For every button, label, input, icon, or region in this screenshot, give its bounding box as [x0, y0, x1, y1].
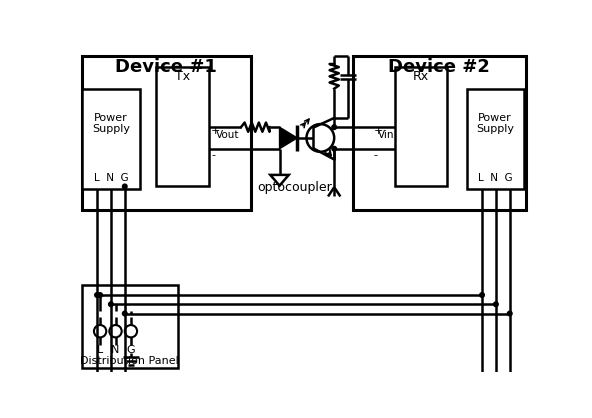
Text: Device #2: Device #2 [388, 58, 490, 76]
Circle shape [108, 302, 113, 306]
Bar [82, 56, 251, 210]
Text: Rx: Rx [413, 70, 429, 83]
Polygon shape [271, 175, 289, 186]
Text: Device #1: Device #1 [115, 58, 217, 76]
Bar [466, 89, 525, 189]
Bar [353, 56, 526, 210]
Text: Tx: Tx [175, 70, 190, 83]
Polygon shape [279, 127, 297, 149]
Text: L: L [97, 345, 103, 355]
Text: optocoupler: optocoupler [258, 181, 332, 194]
Circle shape [95, 293, 99, 297]
Text: +: + [211, 126, 220, 135]
Circle shape [494, 302, 498, 306]
Circle shape [332, 125, 336, 130]
Bar [156, 67, 209, 186]
Text: Distribution Panel: Distribution Panel [80, 356, 179, 366]
Text: +: + [374, 126, 383, 135]
Circle shape [332, 146, 336, 151]
Circle shape [98, 293, 102, 297]
Text: G: G [127, 345, 135, 355]
Circle shape [123, 184, 127, 189]
Text: Power
Supply: Power Supply [476, 112, 514, 134]
Text: L  N  G: L N G [478, 173, 513, 183]
Text: L  N  G: L N G [94, 173, 128, 183]
Bar [82, 285, 178, 368]
Bar [395, 67, 448, 186]
Circle shape [480, 293, 484, 297]
Circle shape [507, 311, 512, 316]
Text: Vin: Vin [378, 130, 395, 140]
Text: Power
Supply: Power Supply [92, 112, 130, 134]
Text: -: - [374, 150, 378, 160]
Text: Vout: Vout [217, 130, 240, 140]
Circle shape [123, 311, 127, 316]
Text: N: N [111, 345, 120, 355]
Text: -: - [211, 150, 215, 160]
Bar [82, 89, 140, 189]
